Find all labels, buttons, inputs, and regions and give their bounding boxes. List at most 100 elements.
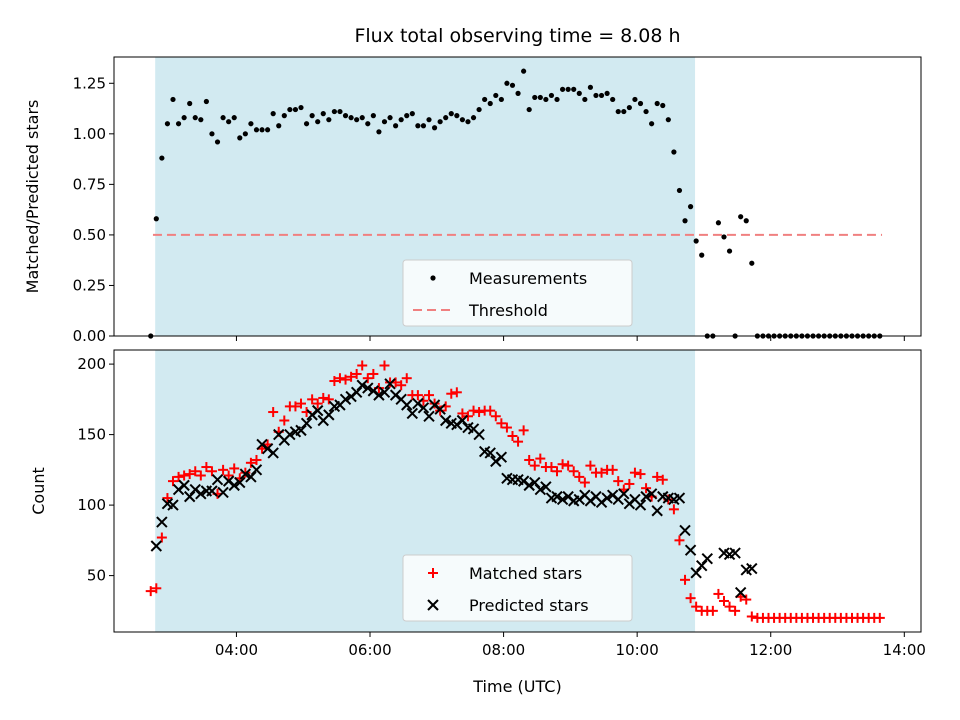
matched-star-point [518, 425, 529, 436]
measurement-point [265, 127, 271, 133]
measurement-point [292, 106, 299, 113]
predicted-star-point [183, 490, 196, 503]
measurement-point [231, 115, 237, 121]
matched-star-point [524, 454, 535, 465]
legend-marker-measurements [430, 275, 436, 281]
measurement-point [660, 102, 666, 109]
measurement-point [593, 92, 599, 99]
measurement-point [721, 234, 727, 240]
bottom-axis-ticks: 50 100 150 200 04:00 06:00 08:00 10:00 12:00 14:0… [77, 355, 926, 659]
measurement-point [409, 111, 415, 117]
count-panel: 50 100 150 200 04:00 06:00 08:00 10:00 12:00 14:0… [29, 349, 926, 696]
matched-star-point [162, 493, 173, 504]
matched-star-point [874, 612, 885, 623]
measurement-point [248, 121, 254, 127]
matched-star-point [474, 407, 485, 418]
measurement-point [281, 113, 287, 119]
predicted-star-point [434, 403, 446, 415]
matched-star-point [312, 398, 323, 409]
measurement-point [214, 139, 221, 145]
matched-star-point [318, 392, 329, 403]
predicted-star-point [473, 428, 485, 441]
measurement-point [504, 80, 510, 86]
x-tick-label: 10:00 [616, 641, 659, 659]
predicted-star-point [156, 516, 168, 528]
measurement-point [426, 117, 432, 123]
measurement-point [465, 119, 471, 125]
predicted-star-point [427, 599, 439, 611]
bottom-y-axis-label: Count [29, 467, 48, 515]
matched-star-point [680, 574, 691, 585]
measurement-point [643, 108, 649, 115]
predicted-star-point [211, 474, 224, 486]
measurement-point [693, 238, 699, 244]
measurement-point [554, 96, 560, 103]
y-tick-label: 1.25 [73, 74, 106, 92]
measurement-point [676, 187, 683, 194]
measurement-point [476, 106, 482, 113]
measurement-point [487, 100, 493, 107]
matched-star-point [741, 594, 752, 605]
y-tick-label: 150 [77, 426, 106, 444]
matched-star-point [218, 464, 229, 475]
matched-star-point [685, 593, 696, 604]
measurement-point [682, 218, 688, 224]
bottom-legend: Matched stars Predicted stars [402, 554, 633, 622]
measurement-point [743, 218, 749, 224]
predicted-star-point [556, 493, 569, 506]
measurement-point [276, 123, 282, 129]
predicted-star-point [551, 490, 563, 503]
predicted-star-point [195, 488, 207, 500]
matched-star-point [607, 464, 618, 475]
predicted-star-point [356, 379, 368, 391]
predicted-star-point [323, 409, 335, 421]
measurement-point [320, 111, 326, 117]
matched-star-point [229, 463, 240, 474]
matched-star-point [329, 376, 340, 387]
matched-star-point [585, 460, 596, 471]
y-tick-label: 0.00 [73, 327, 106, 345]
matched-star-point [173, 471, 184, 482]
measurement-point [654, 100, 660, 107]
measurement-point [315, 119, 321, 125]
measurement-point [470, 115, 477, 121]
measurement-point [532, 94, 538, 101]
measurement-point [571, 86, 577, 92]
matched-star-point [245, 457, 256, 468]
matched-star-point [501, 422, 512, 433]
matched-star-point [613, 476, 624, 487]
measurement-point [226, 119, 232, 125]
measurement-point [482, 96, 488, 103]
measurement-point [164, 121, 171, 127]
measurement-point [203, 98, 209, 105]
matched-star-point [184, 469, 195, 480]
predicted-star-point [339, 393, 352, 406]
measurement-point [198, 117, 204, 123]
matched-star-point [513, 436, 524, 447]
measurement-point [365, 121, 371, 127]
matched-star-point [201, 462, 212, 473]
measurement-point [582, 96, 588, 103]
matched-star-point [730, 605, 741, 616]
measurement-point [632, 96, 638, 103]
predicted-star-point [439, 414, 452, 427]
predicted-star-point [406, 407, 419, 420]
predicted-star-point [373, 389, 385, 401]
y-tick-label: 50 [87, 567, 106, 585]
matched-star-point [195, 470, 206, 481]
predicted-star-point [228, 479, 240, 492]
predicted-star-point [178, 479, 190, 492]
matched-star-point [396, 380, 407, 391]
matched-star-point [428, 568, 438, 578]
matched-star-point [268, 407, 279, 418]
measurement-point [420, 123, 427, 129]
measurement-point [298, 104, 304, 111]
matched-star-point [529, 460, 540, 471]
matched-star-point [251, 454, 262, 465]
measurement-point [209, 131, 215, 137]
measurement-point [615, 108, 621, 115]
measurement-point [237, 135, 243, 141]
measurement-point [621, 108, 627, 115]
legend-label: Measurements [469, 269, 587, 288]
y-tick-label: 1.00 [73, 125, 106, 143]
